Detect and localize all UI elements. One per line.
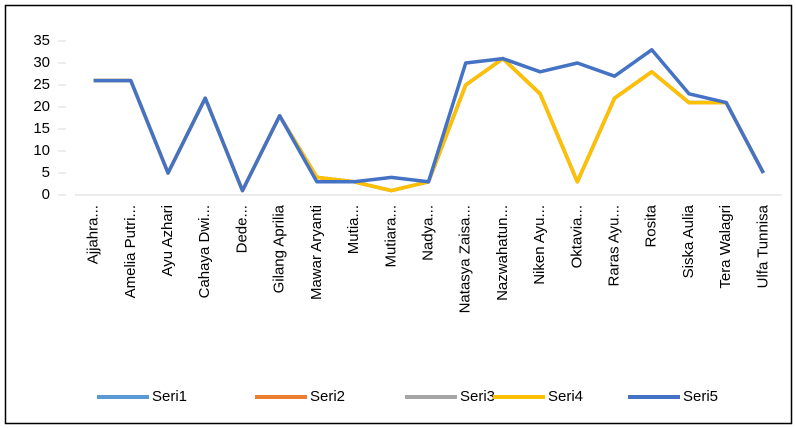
x-tick-label: Nazwahatun... [494, 205, 511, 301]
x-tick-label: Nadya... [419, 205, 436, 261]
x-tick-label: Oktavia... [568, 205, 585, 268]
x-tick-label: Amelia Putri... [122, 205, 139, 298]
legend-label: Seri2 [310, 388, 345, 405]
x-tick-label: Gilang Aprilia [271, 204, 288, 293]
legend-label: Seri1 [152, 388, 187, 405]
x-tick-label: Tera Walagri [717, 205, 734, 289]
y-tick-label: 25 [33, 76, 50, 93]
x-tick-label: Ulfa Tunnisa [754, 204, 771, 288]
legend-label: Seri5 [683, 388, 718, 405]
x-tick-label: Ajjahra... [85, 205, 102, 264]
x-tick-label: Niken Ayu... [531, 205, 548, 285]
x-tick-label: Natasya Zaisa... [457, 205, 474, 313]
y-tick-label: 30 [33, 54, 50, 71]
x-tick-label: Siska Aulia [680, 204, 697, 278]
y-tick-label: 15 [33, 120, 50, 137]
x-tick-label: Rosita [643, 204, 660, 247]
y-tick-label: 10 [33, 142, 50, 159]
x-tick-label: Cahaya Dwi... [196, 205, 213, 298]
x-tick-label: Mutiara... [382, 205, 399, 268]
line-series [93, 48, 765, 193]
x-tick-label: Mawar Aryanti [308, 205, 325, 300]
y-tick-label: 5 [42, 164, 50, 181]
x-tick-label: Raras Ayu... [606, 205, 623, 286]
x-tick-label: Ayu Azhari [159, 205, 176, 276]
x-tick-label: Dede... [233, 205, 250, 253]
y-tick-label: 0 [42, 186, 50, 203]
legend-label: Seri4 [548, 388, 583, 405]
chart-border [4, 4, 793, 425]
legend-label: Seri3 [460, 388, 495, 405]
y-tick-label: 35 [33, 32, 50, 49]
y-tick-label: 20 [33, 98, 50, 115]
x-tick-label: Mutia... [345, 205, 362, 254]
